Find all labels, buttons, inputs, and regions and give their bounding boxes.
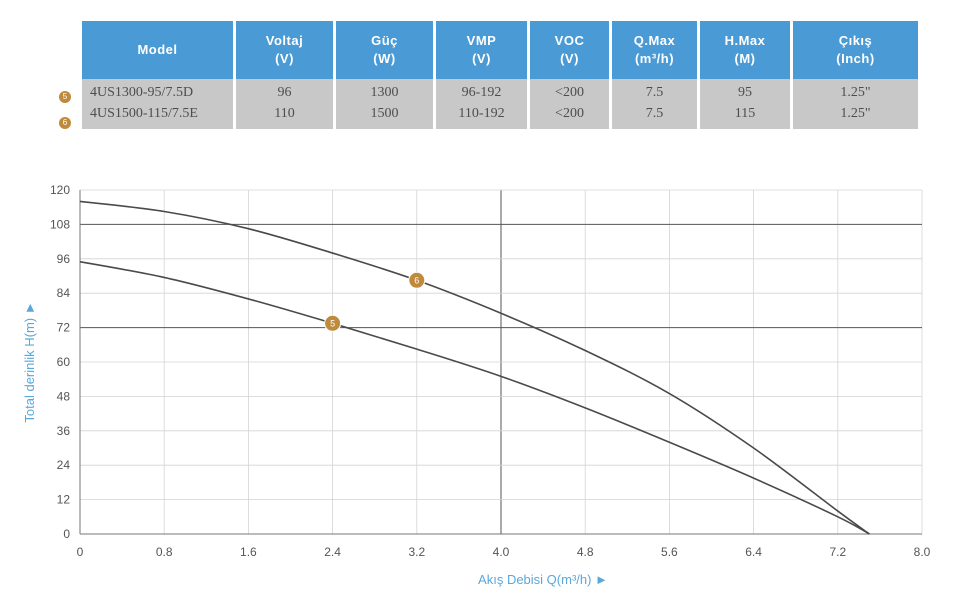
curve-marker-6 bbox=[408, 271, 426, 289]
cell-voltage: 96 bbox=[236, 79, 336, 103]
cell-hmax: 115 bbox=[700, 103, 793, 129]
header-model: Model bbox=[82, 21, 236, 79]
y-tick-label: 36 bbox=[57, 424, 71, 438]
x-tick-label: 7.2 bbox=[829, 545, 846, 559]
table-row: 4US1500-115/7.5E 110 1500 110-192 <200 7… bbox=[82, 103, 918, 129]
curve-marker-label: 5 bbox=[330, 318, 335, 328]
curve-series-5 bbox=[79, 260, 870, 535]
cell-qmax: 7.5 bbox=[612, 103, 700, 129]
tick-labels: 0 0.8 1.6 2.4 3.2 4.0 4.8 5.6 6.4 7.2 8.0 0 12 24 36 48… bbox=[50, 183, 931, 559]
cell-power: 1300 bbox=[336, 79, 436, 103]
curve-markers: 56 bbox=[324, 271, 426, 332]
x-tick-label: 6.4 bbox=[745, 545, 762, 559]
y-tick-label: 120 bbox=[50, 183, 70, 197]
cell-vmp: 96-192 bbox=[436, 79, 530, 103]
x-tick-label: 1.6 bbox=[240, 545, 257, 559]
cell-qmax: 7.5 bbox=[612, 79, 700, 103]
spec-table: Model Voltaj (V) Güç (W) VMP (V) VOC (V) Q.M… bbox=[82, 21, 918, 129]
y-axis-title: Total derinlik H(m) ► bbox=[22, 301, 37, 422]
cell-voc: <200 bbox=[530, 79, 612, 103]
y-tick-label: 108 bbox=[50, 217, 70, 231]
cell-model: 4US1500-115/7.5E bbox=[82, 103, 236, 129]
y-tick-label: 48 bbox=[57, 389, 71, 403]
x-tick-label: 0.8 bbox=[156, 545, 173, 559]
cell-model: 4US1300-95/7.5D bbox=[82, 79, 236, 103]
x-tick-label: 8.0 bbox=[914, 545, 931, 559]
cell-outlet: 1.25" bbox=[793, 79, 918, 103]
y-tick-label: 84 bbox=[57, 286, 71, 300]
row-marker-5: 5 bbox=[59, 91, 71, 103]
grid bbox=[79, 189, 923, 535]
x-tick-label: 4.8 bbox=[577, 545, 594, 559]
cell-outlet: 1.25" bbox=[793, 103, 918, 129]
x-axis-title: Akış Debisi Q(m³/h) ► bbox=[478, 572, 608, 587]
header-power: Güç (W) bbox=[336, 21, 436, 79]
curves bbox=[79, 200, 870, 535]
cell-hmax: 95 bbox=[700, 79, 793, 103]
y-tick-label: 72 bbox=[57, 321, 71, 335]
y-tick-label: 12 bbox=[57, 493, 71, 507]
table-header-row: Model Voltaj (V) Güç (W) VMP (V) VOC (V) Q.M… bbox=[82, 21, 918, 79]
cell-voc: <200 bbox=[530, 103, 612, 129]
curve-series-6 bbox=[79, 200, 870, 535]
x-tick-label: 5.6 bbox=[661, 545, 678, 559]
x-tick-label: 4.0 bbox=[493, 545, 510, 559]
y-tick-label: 24 bbox=[57, 458, 71, 472]
cell-voltage: 110 bbox=[236, 103, 336, 129]
cell-power: 1500 bbox=[336, 103, 436, 129]
curve-marker-5 bbox=[324, 314, 342, 332]
y-tick-label: 96 bbox=[57, 252, 71, 266]
x-tick-label: 2.4 bbox=[324, 545, 341, 559]
y-tick-label: 0 bbox=[63, 527, 70, 541]
row-marker-6: 6 bbox=[59, 117, 71, 129]
header-qmax: Q.Max (m³/h) bbox=[612, 21, 700, 79]
header-hmax: H.Max (M) bbox=[700, 21, 793, 79]
table-row: 4US1300-95/7.5D 96 1300 96-192 <200 7.5 … bbox=[82, 79, 918, 103]
header-voc: VOC (V) bbox=[530, 21, 612, 79]
cell-vmp: 110-192 bbox=[436, 103, 530, 129]
header-vmp: VMP (V) bbox=[436, 21, 530, 79]
header-voltage: Voltaj (V) bbox=[236, 21, 336, 79]
x-tick-label: 3.2 bbox=[408, 545, 425, 559]
curve-marker-label: 6 bbox=[414, 275, 419, 285]
x-tick-label: 0 bbox=[77, 545, 84, 559]
header-outlet: Çıkış (Inch) bbox=[793, 21, 918, 79]
y-tick-label: 60 bbox=[57, 355, 71, 369]
